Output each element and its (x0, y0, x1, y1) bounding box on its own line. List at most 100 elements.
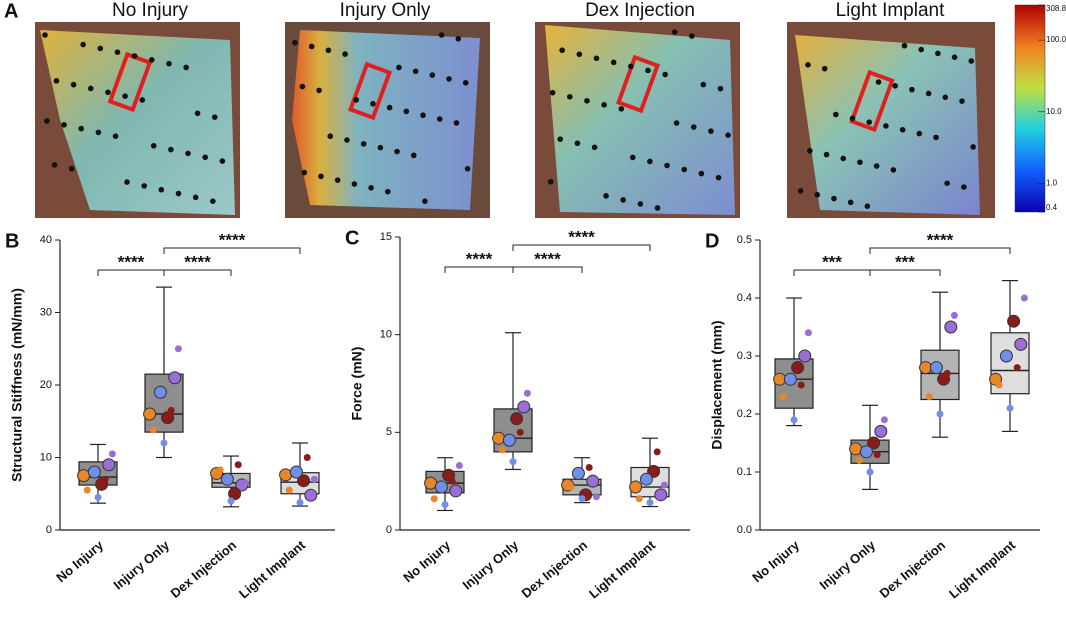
data-point (797, 381, 805, 389)
marker-dot (394, 148, 400, 155)
marker-dot (377, 144, 384, 151)
roi-box (347, 61, 393, 121)
marker-dot (690, 124, 697, 130)
data-point (995, 381, 1003, 389)
data-point (310, 475, 318, 483)
marker-dot (453, 120, 460, 126)
marker-dot (97, 45, 104, 52)
data-point (441, 501, 449, 509)
marker-dot (410, 152, 417, 159)
x-tick-label: Injury Only (110, 537, 172, 593)
data-point (492, 431, 506, 445)
x-tick-label: Dex Injection (877, 537, 949, 601)
marker-dot (557, 136, 564, 143)
marker-dot (961, 184, 967, 190)
y-axis-label: Structural Stiffness (mN/mm) (9, 288, 25, 482)
marker-dot (797, 188, 804, 194)
marker-dot (183, 64, 189, 71)
marker-dot (671, 29, 678, 35)
image-title: No Injury (112, 0, 189, 21)
x-tick-label: Injury Only (816, 537, 878, 593)
data-point (234, 461, 242, 469)
image-title: Light Implant (836, 0, 946, 21)
colorbar-label: 0.4 (1046, 203, 1058, 212)
data-point (153, 385, 167, 399)
data-point (635, 495, 643, 503)
data-point (303, 454, 311, 461)
marker-dot (158, 186, 165, 193)
data-point (509, 458, 517, 466)
data-point (149, 426, 157, 434)
marker-dot (342, 51, 348, 57)
data-point (297, 474, 311, 488)
data-point (216, 466, 224, 474)
marker-dot (429, 72, 436, 78)
marker-dot (593, 55, 600, 62)
data-point (586, 474, 600, 488)
data-point (1007, 314, 1021, 328)
panel-label: D (705, 230, 719, 252)
data-point (168, 371, 182, 385)
y-tick-label: 0.3 (737, 350, 752, 362)
data-point (779, 393, 787, 401)
marker-dot (662, 71, 668, 78)
data-point (448, 477, 456, 485)
data-point (571, 466, 585, 480)
marker-dot (959, 98, 965, 104)
data-point (516, 428, 524, 436)
marker-dot (334, 177, 341, 183)
data-point (999, 349, 1013, 363)
marker-dot (549, 89, 556, 96)
y-tick-label: 10 (40, 451, 52, 463)
marker-dot (386, 104, 393, 111)
marker-dot (857, 159, 863, 166)
marker-dot (892, 83, 899, 89)
marker-dot (112, 133, 119, 140)
marker-dot (717, 85, 724, 92)
heatmap (545, 25, 735, 215)
significance-label: **** (184, 252, 211, 271)
data-point (1014, 337, 1028, 351)
y-tick-label: 20 (40, 379, 52, 391)
data-point (773, 372, 787, 386)
marker-dot (918, 46, 924, 53)
data-point (929, 361, 943, 375)
marker-dot (654, 205, 661, 211)
data-point (434, 480, 448, 494)
x-tick-label: Light Implant (946, 537, 1019, 601)
data-point (510, 412, 524, 426)
y-tick-label: 0.1 (737, 466, 752, 478)
marker-dot (308, 43, 315, 50)
marker-dot (211, 114, 218, 120)
marker-dot (933, 134, 939, 141)
roi-box (849, 69, 895, 133)
marker-dot (873, 163, 880, 169)
x-tick-label: Injury Only (459, 537, 521, 593)
data-point (1020, 294, 1028, 302)
data-point (517, 400, 531, 414)
marker-dot (618, 106, 625, 112)
marker-dot (175, 190, 182, 197)
data-point (804, 329, 812, 337)
marker-dot (420, 112, 426, 119)
significance-label: **** (219, 230, 246, 249)
marker-dot (807, 147, 813, 154)
marker-dot (601, 102, 607, 108)
data-point (783, 372, 797, 386)
data-point (944, 320, 958, 334)
marker-dot (44, 118, 50, 124)
data-point (585, 463, 593, 471)
marker-dot (124, 179, 130, 185)
marker-dot (318, 173, 324, 180)
data-point (289, 465, 303, 479)
x-tick-label: Light Implant (236, 537, 309, 601)
comparison-bracket (163, 247, 301, 254)
data-point (1013, 364, 1021, 372)
y-tick-label: 30 (40, 306, 52, 318)
marker-dot (883, 123, 889, 129)
data-point (855, 456, 863, 464)
marker-dot (360, 141, 367, 147)
marker-dot (185, 150, 191, 157)
marker-dot (968, 58, 975, 64)
x-tick-label: Dex Injection (519, 537, 591, 601)
